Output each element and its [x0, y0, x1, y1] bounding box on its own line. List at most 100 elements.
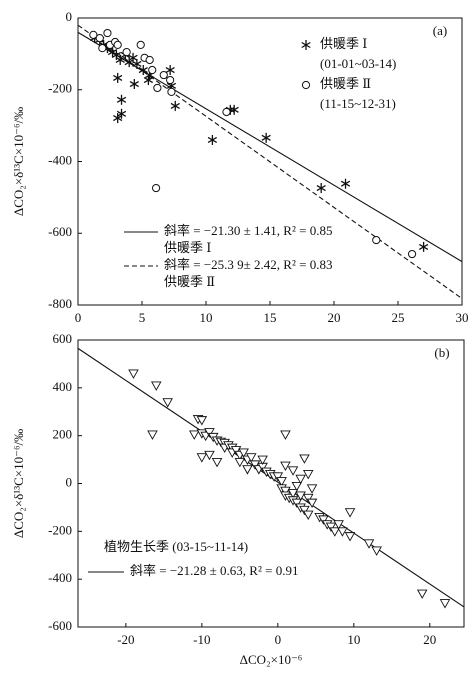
point	[204, 428, 215, 438]
point	[344, 532, 356, 542]
y-tick-label: -400	[48, 152, 72, 167]
y-axis-label: ΔCO₂×δ¹³C×10⁻⁶/‰	[11, 107, 26, 216]
point	[371, 546, 382, 556]
point	[318, 515, 329, 525]
x-tick-label: 0	[275, 632, 282, 647]
y-tick-label: 600	[53, 331, 73, 346]
point-stroke	[143, 77, 154, 84]
point-stroke	[132, 60, 142, 67]
point	[287, 489, 299, 499]
point	[207, 134, 218, 145]
point	[136, 40, 145, 50]
point	[272, 472, 284, 482]
point-stroke	[115, 56, 125, 64]
legend-period: (11-15~12-31)	[320, 96, 396, 111]
fit-label: 斜率 = −21.28 ± 0.63, R² = 0.91	[130, 563, 298, 578]
point	[306, 484, 318, 494]
legend-marker	[301, 80, 311, 90]
point	[340, 178, 351, 189]
y-tick-label: -800	[48, 296, 72, 311]
point-stroke	[113, 115, 123, 122]
point	[113, 72, 123, 83]
point	[116, 108, 127, 119]
y-tick-label: -200	[48, 522, 72, 537]
legend-period: (01-01~03-14)	[320, 56, 396, 71]
x-tick-label: 20	[423, 632, 436, 647]
y-tick-label: 0	[66, 9, 73, 24]
x-tick-label: 25	[392, 310, 405, 325]
point	[188, 430, 200, 440]
point	[407, 249, 417, 259]
point	[113, 40, 122, 50]
point	[229, 104, 239, 115]
point	[89, 30, 98, 39]
point	[316, 183, 326, 194]
fit-sublabel: 供暖季 Ⅱ	[164, 274, 215, 289]
point	[138, 65, 148, 76]
point	[302, 469, 314, 480]
point	[151, 183, 161, 193]
legend-label: 供暖季 Ⅱ	[320, 76, 371, 91]
point	[344, 508, 356, 518]
point-stroke	[128, 54, 138, 61]
x-axis-label: ΔCO₂×10⁻⁶	[240, 652, 303, 667]
point	[196, 416, 208, 426]
point	[128, 369, 139, 379]
point-stroke	[340, 180, 351, 187]
point	[257, 455, 268, 466]
point	[242, 465, 253, 475]
point	[124, 57, 134, 68]
y-tick-label: -600	[48, 224, 72, 239]
point	[98, 44, 107, 53]
point	[148, 65, 157, 75]
point	[325, 522, 337, 532]
point	[167, 87, 176, 97]
point	[306, 498, 318, 509]
point	[113, 113, 123, 124]
fit-label: 斜率 = −21.30 ± 1.41, R² = 0.85	[164, 223, 332, 238]
point-stroke	[261, 134, 271, 141]
point-stroke	[301, 41, 311, 49]
point	[211, 458, 223, 468]
point-stroke	[116, 110, 127, 117]
x-tick-label: 0	[75, 310, 82, 325]
y-tick-label: -400	[48, 570, 72, 585]
y-tick-label: -600	[48, 618, 72, 633]
point	[234, 458, 246, 468]
y-tick-label: -200	[48, 81, 72, 96]
point	[165, 65, 175, 76]
point	[116, 94, 127, 105]
point	[299, 454, 310, 464]
point	[302, 493, 314, 504]
fit-label: 斜率 = −25.3 9± 2.42, R² = 0.83	[164, 257, 332, 272]
point	[295, 491, 306, 501]
point	[416, 589, 428, 599]
point	[166, 75, 175, 85]
point	[145, 55, 154, 65]
y-axis-label: ΔCO₂×δ¹³C×10⁻⁶/‰	[11, 429, 26, 538]
x-tick-label: 30	[456, 310, 469, 325]
y-tick-label: 200	[53, 427, 73, 442]
point-stroke	[124, 59, 134, 66]
point	[280, 430, 291, 440]
point-stroke	[229, 106, 239, 113]
point	[329, 527, 341, 537]
point	[299, 505, 310, 516]
x-tick-label: 20	[328, 310, 341, 325]
point	[143, 75, 154, 86]
point	[238, 448, 249, 458]
point-stroke	[138, 66, 148, 74]
point	[153, 83, 162, 93]
y-tick-label: 400	[53, 379, 73, 394]
point	[249, 460, 261, 470]
point-stroke	[113, 74, 123, 81]
point	[295, 474, 306, 485]
point	[129, 79, 139, 90]
x-tick-label: 5	[139, 310, 146, 325]
x-tick-label: 15	[264, 310, 277, 325]
point-stroke	[165, 66, 175, 74]
point-stroke	[129, 80, 139, 88]
point-stroke	[316, 184, 326, 192]
legend-marker	[301, 40, 311, 50]
